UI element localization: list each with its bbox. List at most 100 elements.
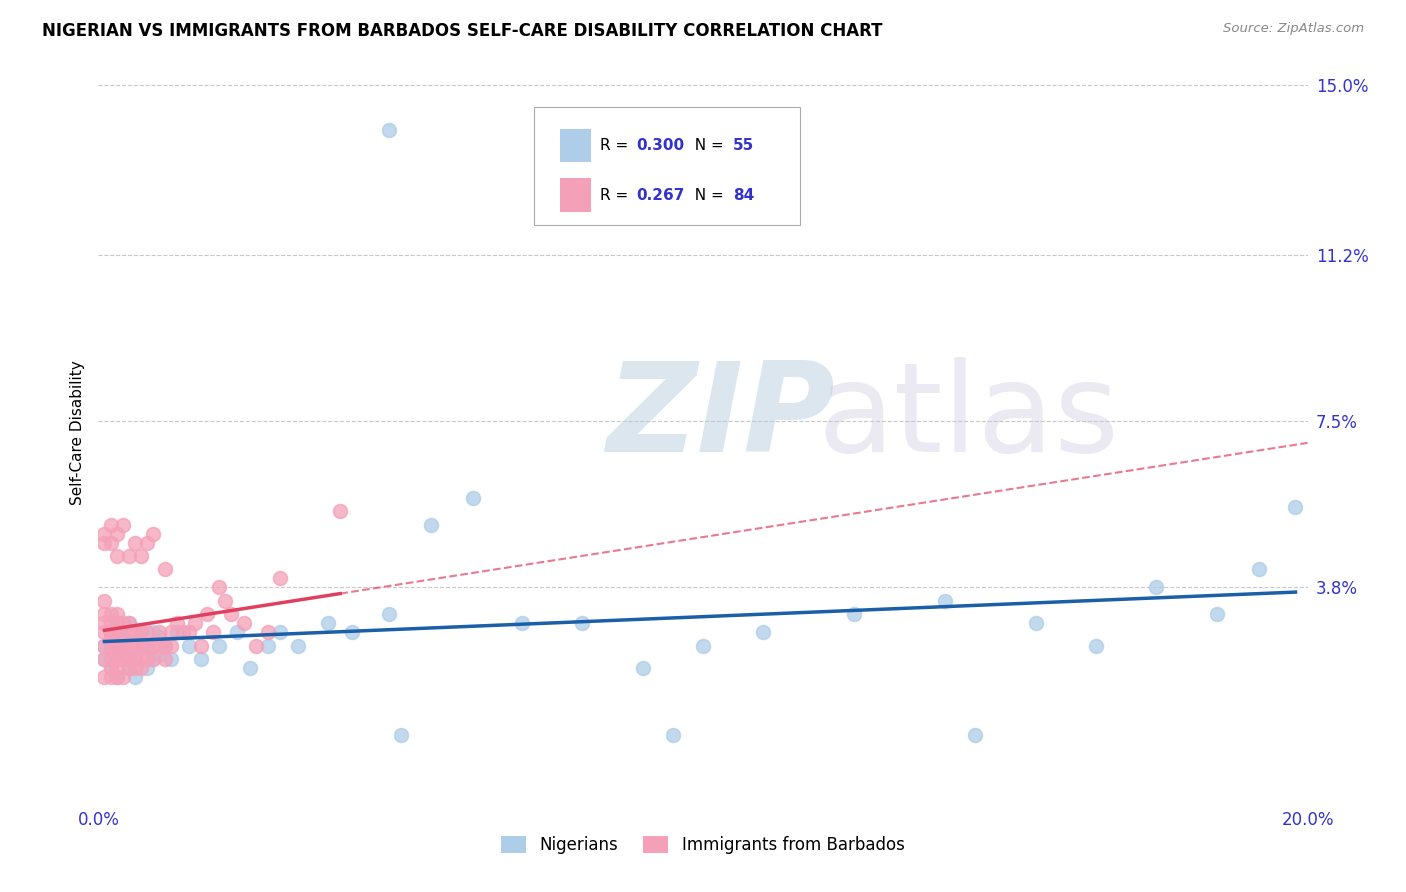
Point <box>190 652 212 666</box>
Point <box>111 616 134 631</box>
Point <box>129 639 152 653</box>
Point <box>166 625 188 640</box>
Point <box>153 562 176 576</box>
Point <box>195 607 218 622</box>
Point <box>93 616 115 631</box>
Point <box>142 652 165 666</box>
Point <box>965 729 987 743</box>
Point <box>142 625 165 640</box>
Point <box>93 652 115 666</box>
Point <box>160 639 183 653</box>
Text: 0.267: 0.267 <box>637 187 685 202</box>
Point <box>118 639 141 653</box>
Point <box>100 607 122 622</box>
Point <box>93 625 115 640</box>
Point <box>934 594 956 608</box>
Point <box>100 661 122 675</box>
Point <box>105 652 128 666</box>
Point <box>179 625 201 640</box>
Point <box>510 616 533 631</box>
Point <box>135 639 157 653</box>
Point <box>93 526 115 541</box>
Point <box>160 652 183 666</box>
Point <box>214 594 236 608</box>
Point <box>118 661 141 675</box>
Point <box>1206 607 1229 622</box>
Point <box>100 625 122 640</box>
Point <box>93 594 115 608</box>
Point <box>105 670 128 684</box>
Point <box>105 661 128 675</box>
Point <box>148 625 170 640</box>
Point <box>100 670 122 684</box>
Point <box>1249 562 1271 576</box>
FancyBboxPatch shape <box>561 178 591 211</box>
Point <box>269 571 291 585</box>
Text: N =: N = <box>685 187 728 202</box>
Point <box>105 607 128 622</box>
Point <box>232 616 254 631</box>
Text: N =: N = <box>685 138 728 153</box>
Point <box>93 639 115 653</box>
Point <box>135 535 157 549</box>
Text: ZIP: ZIP <box>606 358 835 478</box>
Point <box>118 625 141 640</box>
Point <box>208 639 231 653</box>
Point <box>124 670 146 684</box>
Point <box>111 625 134 640</box>
Point <box>105 625 128 640</box>
Point <box>111 639 134 653</box>
Point <box>166 616 188 631</box>
Point <box>105 652 128 666</box>
Point <box>752 625 775 640</box>
Point <box>1284 500 1306 514</box>
Point <box>129 625 152 640</box>
Point <box>118 616 141 631</box>
Point <box>105 670 128 684</box>
Point <box>129 639 152 653</box>
Point <box>463 491 485 505</box>
Point <box>1144 581 1167 595</box>
Point <box>100 535 122 549</box>
Point <box>135 661 157 675</box>
Point <box>111 639 134 653</box>
Point <box>142 639 165 653</box>
Point <box>100 517 122 532</box>
Point <box>105 549 128 563</box>
Point <box>420 517 443 532</box>
Point <box>160 625 183 640</box>
Point <box>631 661 654 675</box>
Point <box>256 625 278 640</box>
Point <box>111 652 134 666</box>
Point <box>844 607 866 622</box>
Point <box>239 661 262 675</box>
Point <box>100 630 122 644</box>
Point <box>129 652 152 666</box>
Point <box>118 549 141 563</box>
Point <box>100 661 122 675</box>
FancyBboxPatch shape <box>534 107 800 226</box>
Point <box>129 549 152 563</box>
Point <box>1024 616 1046 631</box>
Point <box>692 639 714 653</box>
Point <box>100 643 122 657</box>
Point <box>142 652 165 666</box>
Point <box>129 625 152 640</box>
Point <box>172 625 194 640</box>
Point <box>129 661 152 675</box>
Y-axis label: Self-Care Disability: Self-Care Disability <box>70 360 86 505</box>
Point <box>135 652 157 666</box>
Point <box>135 639 157 653</box>
Point <box>111 517 134 532</box>
Point <box>316 616 339 631</box>
Point <box>148 630 170 644</box>
Text: Source: ZipAtlas.com: Source: ZipAtlas.com <box>1223 22 1364 36</box>
Point <box>118 652 141 666</box>
Point <box>105 526 128 541</box>
Point <box>105 616 128 631</box>
Text: 84: 84 <box>734 187 755 202</box>
Point <box>124 652 146 666</box>
Point <box>245 639 267 653</box>
Point <box>269 625 291 640</box>
Point <box>124 639 146 653</box>
